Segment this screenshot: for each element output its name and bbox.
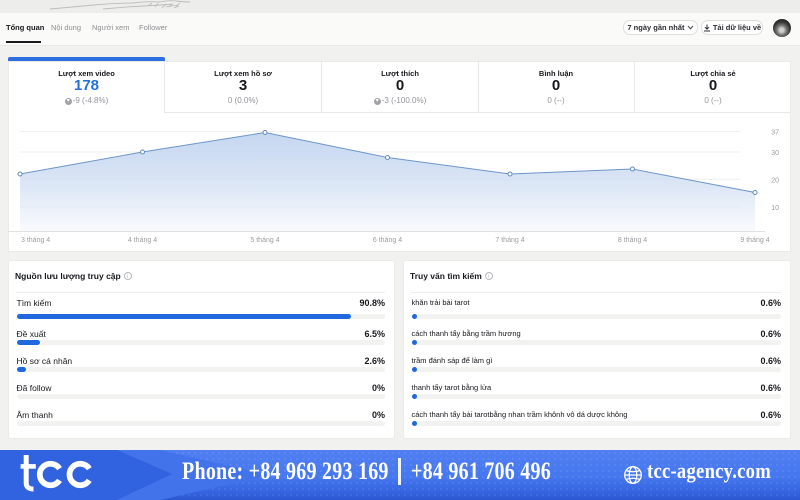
- svg-text:37: 37: [771, 130, 779, 137]
- svg-text:9 tháng 4: 9 tháng 4: [740, 237, 769, 244]
- svg-text:20: 20: [771, 177, 779, 184]
- svg-text:7 tháng 4: 7 tháng 4: [495, 237, 524, 244]
- svg-text:4 tháng 4: 4 tháng 4: [128, 237, 157, 244]
- svg-text:5 tháng 4: 5 tháng 4: [250, 237, 279, 244]
- svg-text:10: 10: [771, 205, 779, 212]
- svg-text:6 tháng 4: 6 tháng 4: [373, 237, 402, 244]
- svg-text:8 tháng 4: 8 tháng 4: [618, 237, 647, 244]
- svg-text:3 tháng 4: 3 tháng 4: [21, 237, 50, 244]
- svg-text:30: 30: [771, 150, 779, 157]
